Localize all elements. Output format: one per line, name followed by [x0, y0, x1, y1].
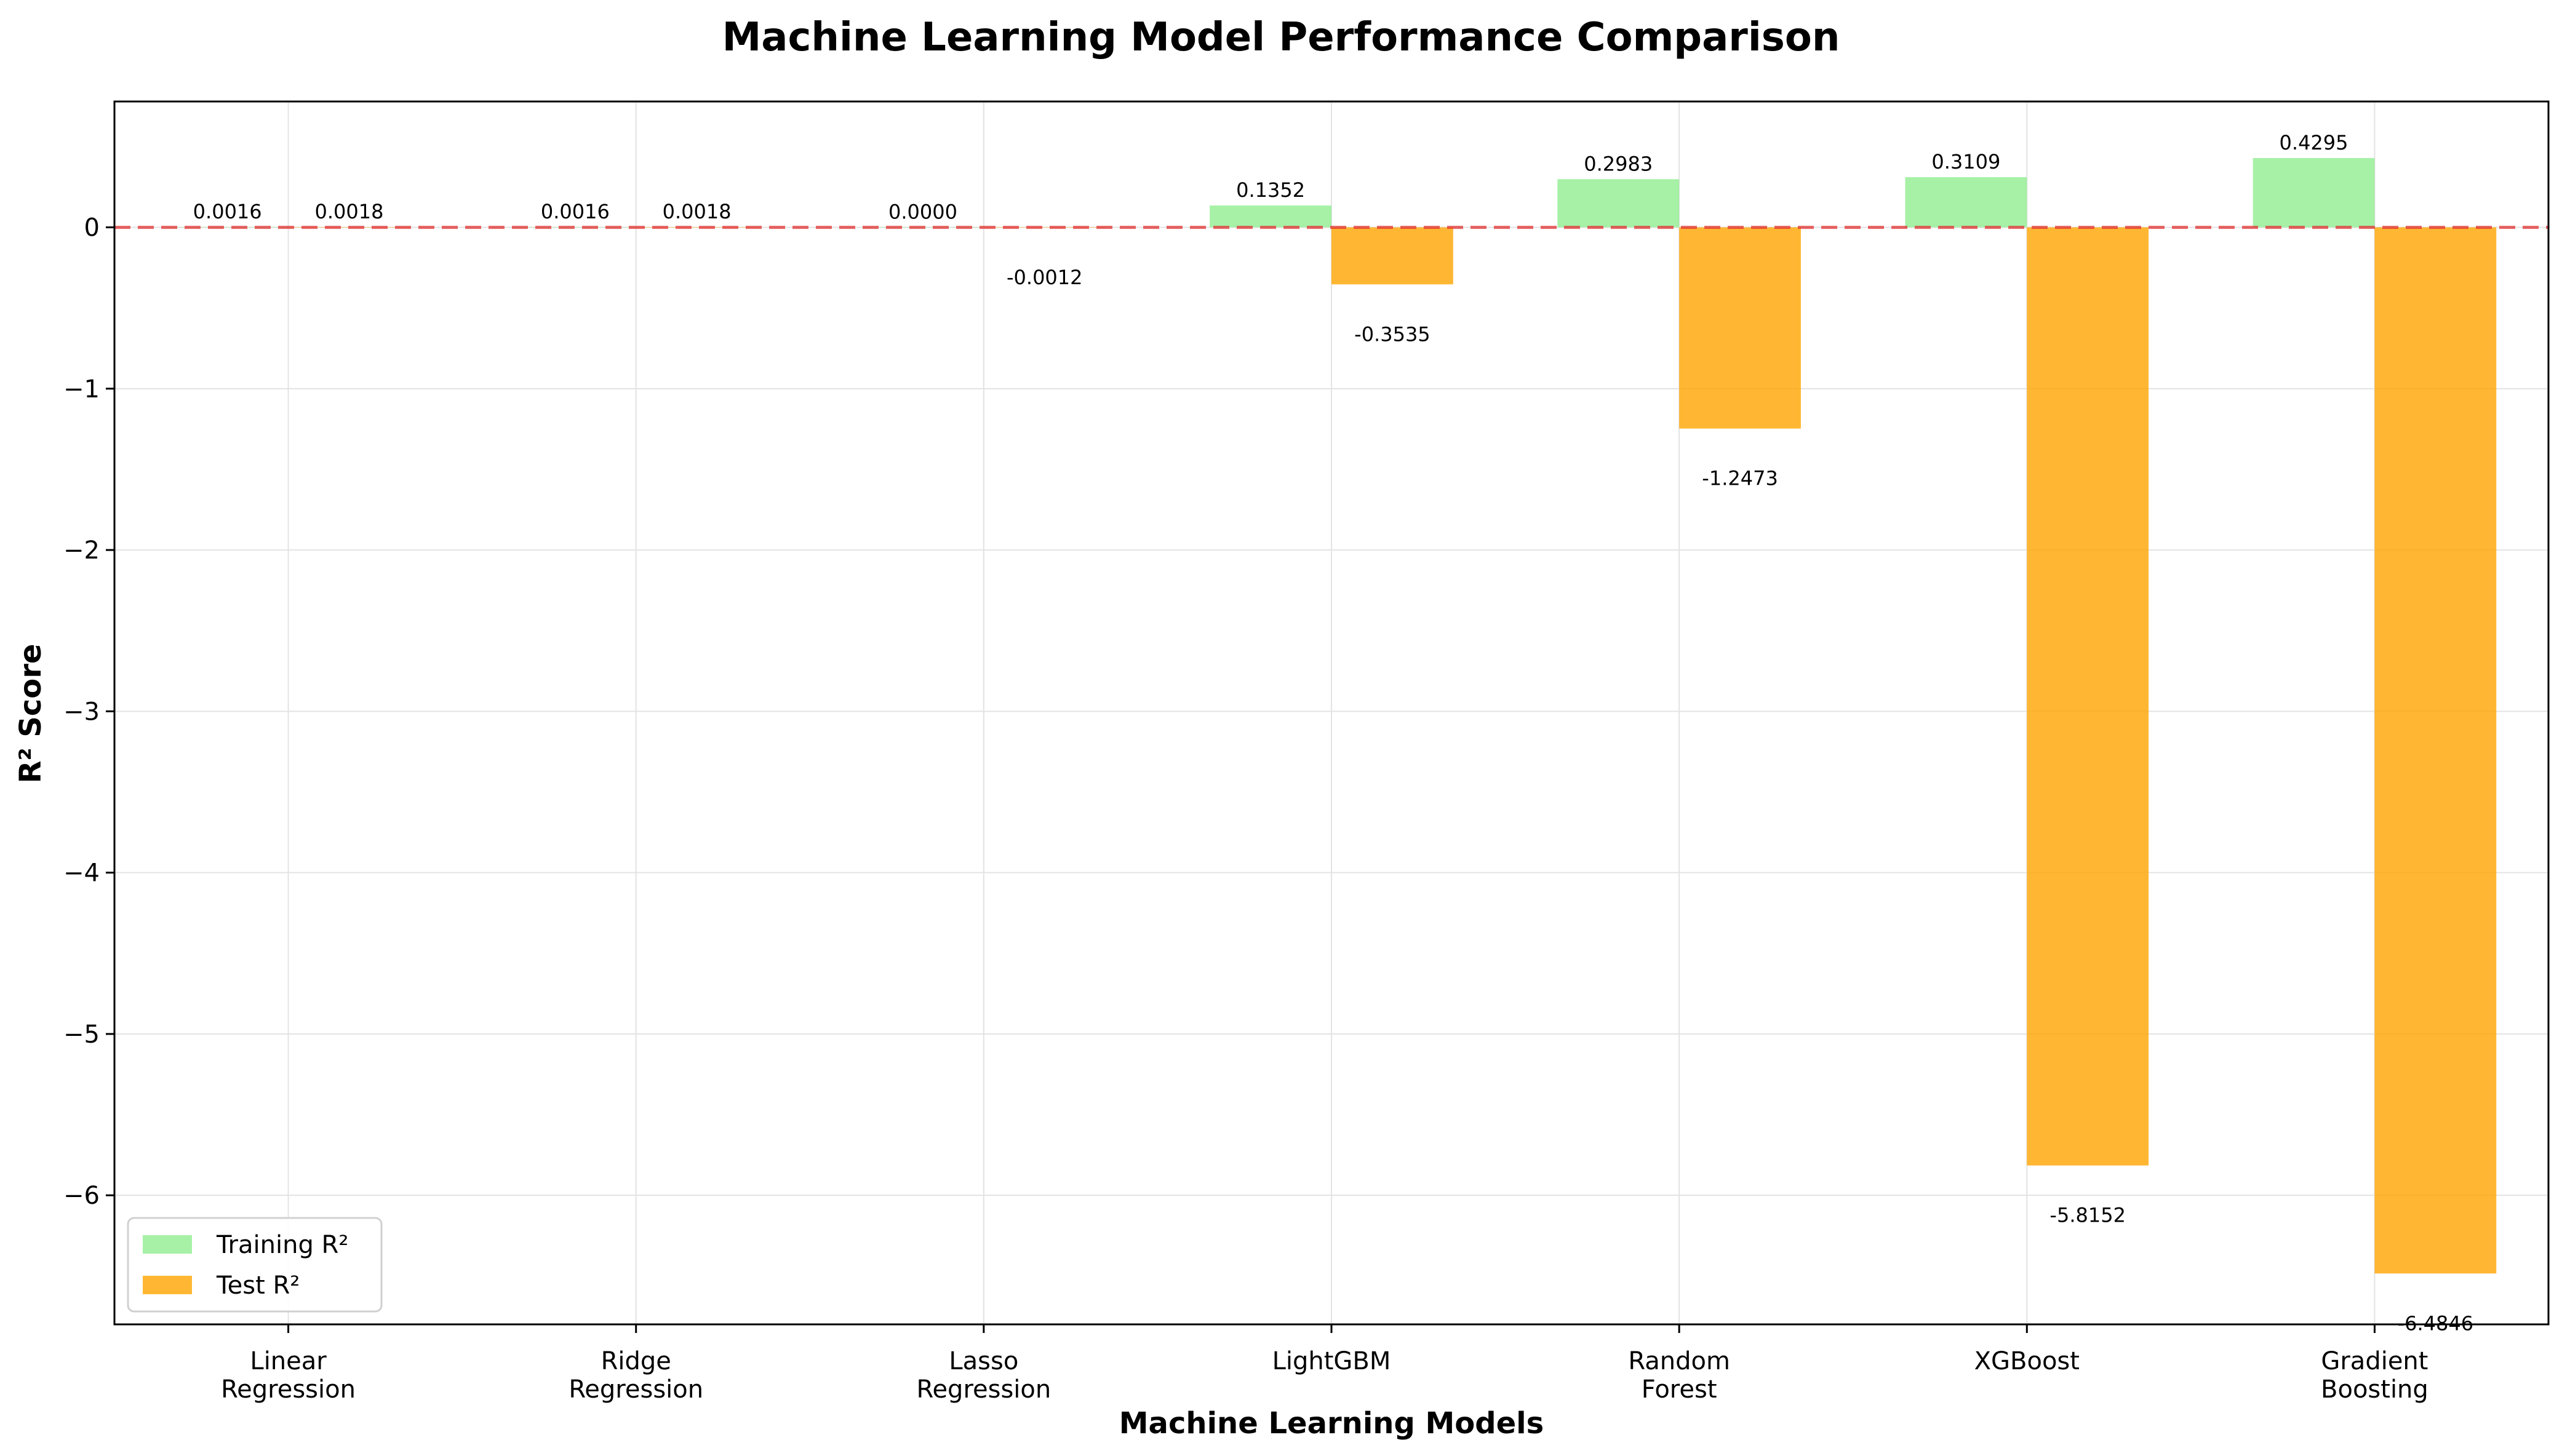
legend: Training R² Test R²: [127, 1217, 383, 1313]
x-tick-label: Boosting: [2321, 1375, 2428, 1404]
bars: [166, 157, 2497, 1274]
test-bar-3: [1331, 227, 1453, 285]
chart-title: Machine Learning Model Performance Compa…: [722, 15, 1840, 60]
x-axis: LinearRegressionRidgeRegressionLassoRegr…: [221, 1324, 2428, 1404]
training-bar-1: [514, 227, 636, 228]
training-bar-0: [166, 227, 289, 228]
training-value-label-6: 0.4295: [2280, 131, 2348, 154]
legend-swatch-test: [143, 1276, 192, 1294]
x-tick-label: Regression: [569, 1375, 703, 1404]
training-value-label-5: 0.3109: [1931, 150, 2000, 173]
data-labels: 0.0016 0.0018 0.0016 0.0018 0.0000 -0.0012 0.1…: [193, 131, 2473, 1335]
test-bar-4: [1679, 227, 1801, 429]
y-tick-label: 0: [84, 214, 100, 242]
x-tick-label: Random: [1628, 1347, 1730, 1375]
training-bar-6: [2253, 157, 2375, 228]
test-value-label-0: 0.0018: [314, 200, 383, 223]
test-value-label-5: -5.8152: [2049, 1204, 2126, 1227]
legend-label-test: Test R²: [216, 1271, 300, 1300]
training-bar-3: [1210, 205, 1331, 228]
grid: [114, 101, 2548, 1324]
training-value-label-4: 0.2983: [1584, 152, 1653, 175]
test-value-label-2: -0.0012: [1007, 266, 1083, 289]
y-tick-label: −6: [63, 1182, 100, 1210]
y-axis-title: R² Score: [14, 644, 48, 784]
legend-label-training: Training R²: [216, 1231, 348, 1259]
y-tick-label: −4: [63, 859, 100, 888]
x-tick-label: Regression: [916, 1375, 1051, 1404]
test-bar-1: [636, 227, 758, 228]
training-value-label-3: 0.1352: [1236, 178, 1305, 202]
test-bar-6: [2374, 227, 2497, 1274]
training-value-label-1: 0.0016: [541, 200, 610, 223]
x-tick-label: Gradient: [2321, 1347, 2428, 1375]
x-axis-title: Machine Learning Models: [1119, 1406, 1544, 1441]
x-tick-label: Linear: [250, 1347, 327, 1375]
y-axis: 0 −1 −2 −3 −4 −5 −6: [63, 214, 114, 1210]
training-value-label-0: 0.0016: [193, 200, 262, 223]
legend-swatch-training: [143, 1235, 192, 1254]
test-value-label-1: 0.0018: [663, 200, 732, 223]
x-tick-label: LightGBM: [1272, 1347, 1391, 1375]
x-tick-label: Forest: [1642, 1375, 1717, 1404]
training-value-label-2: 0.0000: [888, 201, 957, 224]
training-bar-5: [1905, 177, 2027, 228]
test-value-label-6: -6.4846: [2398, 1311, 2474, 1335]
y-tick-label: −1: [63, 375, 100, 404]
x-tick-label: Regression: [221, 1375, 356, 1404]
test-bar-5: [2027, 227, 2149, 1166]
x-tick-label: Ridge: [601, 1347, 671, 1375]
y-tick-label: −3: [63, 698, 100, 726]
test-value-label-4: -1.2473: [1702, 467, 1778, 490]
x-tick-label: XGBoost: [1974, 1347, 2080, 1375]
y-tick-label: −2: [63, 536, 100, 565]
x-tick-label: Lasso: [949, 1347, 1018, 1375]
training-bar-4: [1557, 179, 1680, 228]
y-tick-label: −5: [63, 1020, 100, 1049]
test-value-label-3: -0.3535: [1354, 322, 1431, 346]
